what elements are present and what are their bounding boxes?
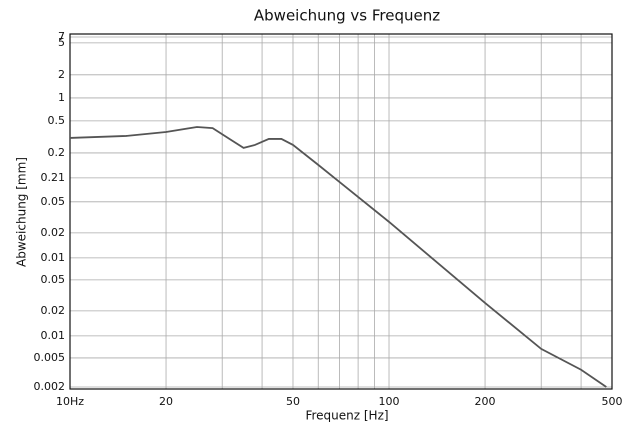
y-tick-label: 0.2 — [48, 146, 66, 159]
y-tick-label: 0.005 — [34, 351, 66, 364]
x-axis-label: Frequenz [Hz] — [305, 409, 388, 423]
y-axis-label: Abweichung [mm] — [15, 157, 29, 267]
y-tick-label: 0.02 — [41, 226, 66, 239]
x-tick-label: 100 — [379, 395, 400, 408]
data-line — [69, 126, 607, 388]
y-tick-label: 0.02 — [41, 304, 66, 317]
plot-frame — [69, 33, 613, 390]
x-tick-label: 200 — [475, 395, 496, 408]
y-tick-label: 0.05 — [41, 273, 66, 286]
x-tick-label: 50 — [286, 395, 300, 408]
y-tick-label: 0.05 — [41, 195, 66, 208]
y-tick-label: 7 — [58, 30, 65, 43]
x-tick-label: 20 — [159, 395, 173, 408]
chart-title: Abweichung vs Frequenz — [254, 7, 440, 25]
y-tick-label: 0.01 — [41, 251, 66, 264]
y-tick-label: 0.21 — [41, 171, 66, 184]
y-tick-label: 5 — [58, 36, 65, 49]
y-tick-label: 1 — [58, 91, 65, 104]
y-tick-label: 0.002 — [34, 380, 66, 393]
x-tick-label: 500 — [602, 395, 623, 408]
y-tick-label: 0.01 — [41, 329, 66, 342]
y-tick-label: 2 — [58, 68, 65, 81]
x-tick-label: 10Hz — [56, 395, 84, 408]
y-tick-label: 0.5 — [48, 114, 66, 127]
